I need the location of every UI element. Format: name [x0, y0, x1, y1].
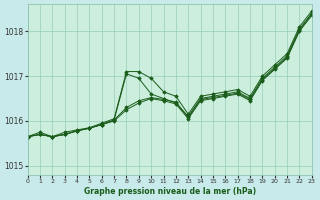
X-axis label: Graphe pression niveau de la mer (hPa): Graphe pression niveau de la mer (hPa)	[84, 187, 256, 196]
